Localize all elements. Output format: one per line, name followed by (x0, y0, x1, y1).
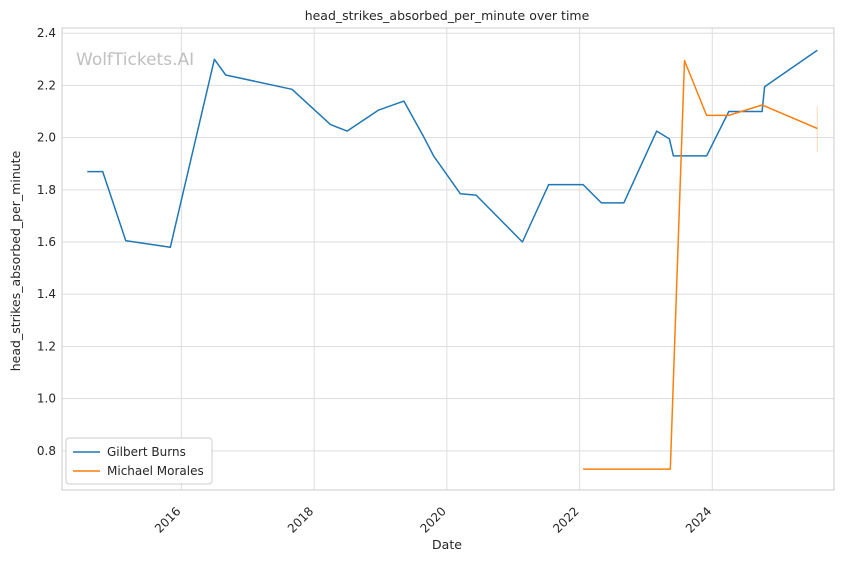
y-axis-title: head_strikes_absorbed_per_minute (8, 150, 23, 371)
y-tick-label: 1.8 (37, 183, 56, 197)
grid (62, 28, 834, 490)
y-tick-label: 1.0 (37, 392, 56, 406)
legend-label-gilbert-burns: Gilbert Burns (107, 445, 186, 459)
y-tick-label: 2.4 (37, 26, 56, 40)
legend-box (65, 437, 213, 485)
legend: Gilbert Burns Michael Morales (65, 437, 213, 485)
y-tick-label: 1.2 (37, 339, 56, 353)
y-tick-label: 2.0 (37, 131, 56, 145)
chart-title: head_strikes_absorbed_per_minute over ti… (305, 8, 590, 23)
y-tick-label: 2.2 (37, 78, 56, 92)
series-line-gilbert-burns (87, 49, 818, 249)
y-tick-label: 1.6 (37, 235, 56, 249)
y-axis-ticks: 0.8 1.0 1.2 1.4 1.6 1.8 2.0 2.2 2.4 (37, 26, 56, 458)
plot-frame (61, 27, 835, 491)
series-line-michael-morales (583, 59, 818, 470)
series-layer (87, 49, 818, 470)
y-tick-label: 0.8 (37, 444, 56, 458)
legend-label-michael-morales: Michael Morales (107, 464, 204, 478)
y-tick-label: 1.4 (37, 287, 56, 301)
x-axis-title: Date (432, 537, 462, 552)
watermark-text: WolfTickets.AI (76, 50, 194, 70)
